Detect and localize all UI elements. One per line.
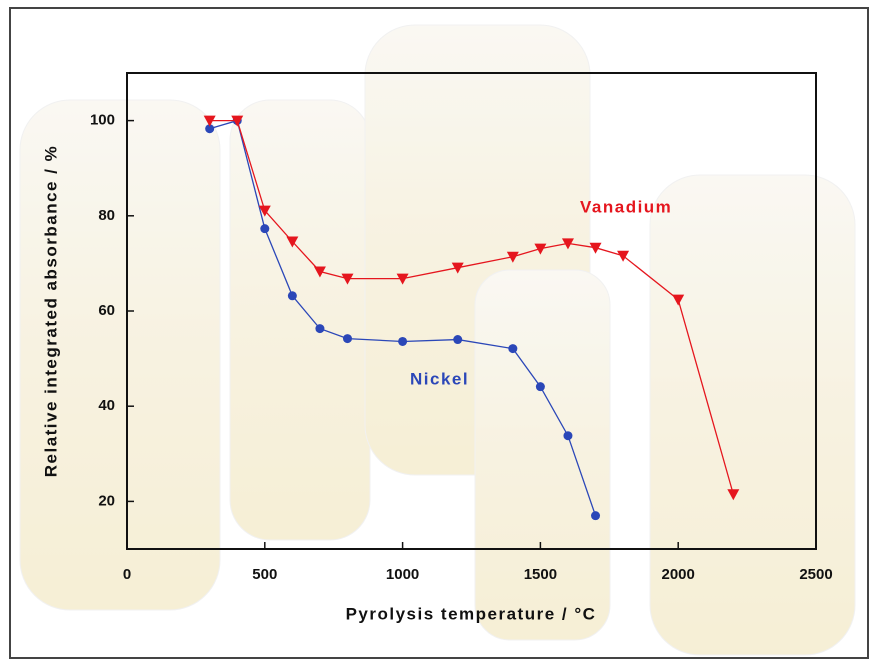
series-label: Nickel xyxy=(410,369,469,388)
point xyxy=(396,273,409,285)
point xyxy=(727,489,740,501)
point xyxy=(203,115,216,127)
point xyxy=(508,344,518,354)
frame xyxy=(9,7,869,659)
point xyxy=(534,243,547,255)
point xyxy=(342,334,352,344)
point xyxy=(453,335,463,345)
x-tick-label: 0 xyxy=(123,566,131,583)
y-tick-label: 40 xyxy=(98,397,115,414)
point xyxy=(617,250,630,262)
x-tick-label: 1500 xyxy=(524,566,557,583)
point xyxy=(506,251,519,263)
y-tick-label: 20 xyxy=(98,492,115,509)
x-tick-label: 1000 xyxy=(386,566,419,583)
x-tick-label: 2000 xyxy=(662,566,695,583)
y-tick-label: 60 xyxy=(98,302,115,319)
point xyxy=(287,291,297,301)
y-axis-label: Relative integrated absorbance / % xyxy=(41,145,60,478)
vial-illustration xyxy=(19,24,856,656)
point xyxy=(260,224,270,234)
point xyxy=(205,124,215,134)
point xyxy=(589,242,602,254)
point xyxy=(451,262,464,274)
point xyxy=(315,324,325,334)
series-line xyxy=(209,119,597,516)
x-tick-label: 2500 xyxy=(799,566,832,583)
x-tick-label: 500 xyxy=(252,566,277,583)
point xyxy=(561,238,574,250)
point xyxy=(672,294,685,306)
point xyxy=(563,431,573,441)
series-label: Vanadium xyxy=(580,197,672,216)
point xyxy=(591,511,601,521)
point xyxy=(286,236,299,248)
point xyxy=(398,336,408,346)
point xyxy=(231,115,244,127)
point xyxy=(535,382,545,392)
y-tick-label: 80 xyxy=(98,207,115,224)
point xyxy=(341,273,354,285)
x-axis-label: Pyrolysis temperature / °C xyxy=(346,604,597,623)
point xyxy=(258,205,271,217)
y-tick-label: 100 xyxy=(90,112,115,129)
point xyxy=(313,266,326,278)
